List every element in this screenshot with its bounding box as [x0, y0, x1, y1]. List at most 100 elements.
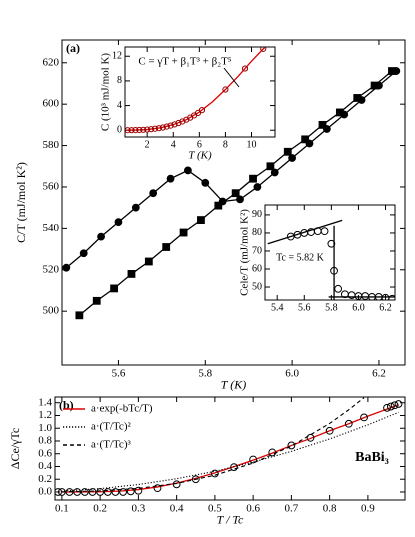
x-tick-label: 0.5	[208, 502, 222, 514]
data-point	[127, 270, 136, 278]
data-point	[288, 154, 297, 162]
data-point	[57, 488, 66, 496]
data-point	[241, 65, 249, 72]
data-point	[249, 174, 257, 183]
y-tick-label: 1.4	[38, 396, 52, 408]
data-point	[318, 120, 327, 129]
series	[58, 411, 399, 492]
data-line	[58, 411, 399, 492]
data-point	[175, 119, 182, 127]
y-tick-label: 12	[112, 51, 122, 62]
x-tick-label: 6.0	[285, 367, 299, 379]
data-point	[92, 296, 101, 305]
data-point	[119, 488, 127, 496]
x-axis-label: T / Tc	[217, 513, 244, 527]
data-point	[327, 239, 336, 248]
data-point	[80, 488, 89, 496]
x-tick-label: 2	[145, 139, 150, 150]
y-tick-label: 500	[43, 305, 60, 317]
data-point	[344, 419, 353, 428]
x-axis-label: T (K)	[188, 150, 212, 162]
data-point	[390, 401, 399, 410]
y-tick-label: 520	[43, 263, 60, 275]
x-tick-label: 6.2	[379, 302, 392, 313]
x-tick-label: 6.2	[372, 367, 386, 379]
data-point	[111, 488, 120, 496]
y-tick-label: 90	[252, 209, 262, 220]
annotation: C = γT + β₁T³ + β₂T⁵	[138, 56, 231, 68]
panel-label: (a)	[66, 41, 80, 55]
x-tick-label: 0.3	[132, 502, 146, 514]
data-point	[370, 81, 379, 90]
y-tick-label: 580	[43, 139, 60, 151]
x-tick-label: 5.6	[298, 302, 311, 313]
data-point	[171, 121, 178, 128]
data-line	[267, 219, 343, 245]
y-tick-label: 70	[252, 245, 262, 256]
data-point	[330, 266, 338, 275]
data-point	[388, 67, 396, 75]
data-point	[149, 189, 158, 198]
x-tick-label: 5.6	[112, 367, 126, 379]
data-point	[184, 166, 192, 175]
data-point	[128, 127, 135, 134]
plot-frame	[61, 39, 406, 366]
data-point	[151, 125, 159, 132]
data-point	[75, 311, 84, 320]
data-point	[114, 218, 123, 227]
x-tick-label: 4	[171, 139, 176, 150]
series	[55, 400, 403, 496]
data-point	[236, 195, 244, 204]
y-tick-label: 1.2	[38, 409, 52, 421]
data-point	[335, 108, 344, 117]
data-point	[320, 227, 329, 236]
legend-label: a·exp(-bTc/T)	[91, 403, 153, 415]
data-point	[166, 174, 175, 183]
data-point	[306, 433, 315, 442]
x-tick-label: 6.0	[352, 302, 365, 313]
plot-frame	[264, 204, 396, 301]
x-tick-label: 5.8	[325, 302, 338, 313]
data-point	[301, 135, 310, 144]
x-tick-label: 0.6	[246, 502, 260, 514]
x-tick-label: 5.8	[198, 367, 212, 379]
x-tick-label: 0.9	[361, 502, 375, 514]
series	[125, 47, 267, 134]
data-point	[360, 413, 368, 422]
data-point	[65, 488, 74, 496]
y-tick-label: 8	[117, 75, 122, 86]
y-tick-label: 1.0	[38, 422, 52, 434]
annotation: Tc = 5.82 K	[276, 252, 324, 263]
data-point	[62, 263, 71, 272]
data-point	[253, 183, 262, 191]
x-tick-label: 5.4	[271, 302, 284, 313]
data-point	[134, 486, 143, 495]
x-tick-label: 10	[247, 139, 257, 150]
data-point	[162, 243, 171, 251]
data-point	[167, 122, 174, 129]
y-tick-label: 80	[252, 227, 262, 238]
y-axis-label: C (10³ mJ/mol K)	[100, 53, 112, 131]
y-axis-label: Cele/T (mJ/mol K²)	[239, 209, 251, 296]
data-point	[214, 201, 223, 210]
data-line	[61, 397, 365, 493]
data-point	[88, 488, 97, 496]
y-tick-label: 50	[252, 281, 262, 292]
data-point	[131, 203, 140, 212]
data-point	[132, 127, 139, 134]
data-point	[191, 475, 200, 484]
series	[267, 219, 343, 245]
data-point	[283, 147, 292, 156]
data-point	[266, 162, 275, 171]
data-point	[159, 124, 166, 131]
series	[75, 67, 396, 320]
x-tick-label: 0.8	[323, 502, 337, 514]
x-tick-label: 6	[197, 139, 202, 150]
data-point	[144, 257, 153, 266]
data-point	[103, 488, 112, 496]
x-axis-label: T (K)	[221, 378, 246, 392]
data-point	[110, 284, 119, 293]
x-tick-label: 0.1	[55, 502, 69, 514]
data-point	[136, 126, 143, 134]
